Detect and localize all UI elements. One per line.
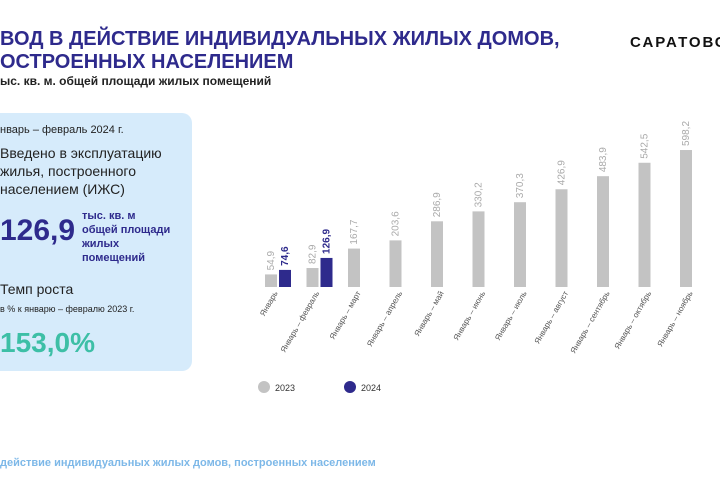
total-unit: общей площади: [82, 224, 170, 236]
bar: [514, 202, 526, 287]
subtitle: ыс. кв. м. общей площади жилых помещений: [0, 74, 271, 88]
x-tick-label: Январь – июнь: [452, 290, 487, 342]
legend-marker: [344, 381, 356, 393]
bar: [638, 162, 651, 287]
x-tick-label: Январь – август: [533, 289, 571, 345]
value-label: 167,7: [349, 219, 360, 244]
intro: населением (ИЖС): [0, 181, 125, 197]
value-label: 203,6: [391, 211, 402, 236]
title-line: ОСТРОЕННЫХ НАСЕЛЕНИЕМ: [0, 51, 293, 73]
bar: [389, 240, 402, 287]
value-label: 286,9: [432, 192, 443, 217]
bar: [348, 248, 360, 287]
growth-note: в % к январю – февралю 2023 г.: [0, 304, 134, 314]
x-tick-label: Январь – май: [413, 290, 446, 338]
bar: [597, 176, 609, 287]
value-label: 483,9: [598, 147, 609, 172]
total-unit: жилых: [81, 238, 120, 250]
legend-marker: [258, 381, 270, 393]
bar: [555, 189, 568, 287]
x-tick-label: Январь – ноябрь: [656, 290, 695, 349]
title-line: ВОД В ДЕЙСТВИЕ ИНДИВИДУАЛЬНЫХ ЖИЛЫХ ДОМО…: [0, 26, 560, 50]
bar: [431, 221, 443, 287]
intro: жилья, построенного: [0, 163, 136, 179]
info-panel: [0, 113, 192, 371]
footer: действие индивидуальных жилых домов, пос…: [0, 457, 376, 469]
value-label: 82,9: [308, 244, 319, 264]
x-tick-label: Январь – октябрь: [613, 290, 654, 351]
bar: [320, 257, 333, 287]
value-label: 330,2: [474, 182, 485, 207]
value-label: 126,9: [322, 228, 333, 253]
x-tick-label: Январь – июль: [493, 290, 529, 343]
intro: Введено в эксплуатацию: [0, 145, 162, 161]
total-unit: тыс. кв. м: [82, 210, 136, 222]
x-tick-label: Январь – апрель: [365, 290, 404, 349]
bar: [265, 274, 277, 287]
value-label: 542,5: [640, 133, 651, 158]
period: нварь – февраль 2024 г.: [0, 124, 124, 136]
total: 126,9: [0, 214, 75, 247]
growth-title: Темп роста: [0, 281, 73, 297]
growth: 153,0%: [0, 327, 95, 358]
x-tick-label: Январь – март: [328, 289, 363, 341]
bar: [472, 211, 485, 287]
logo: САРАТОВС: [630, 34, 720, 51]
value-label: 598,2: [681, 121, 692, 146]
total-unit: помещений: [82, 252, 145, 264]
x-tick-label: Январь: [258, 290, 280, 318]
x-tick-label: Январь – сентябрь: [569, 290, 612, 355]
value-label: 426,9: [557, 160, 568, 185]
value-label: 74,6: [280, 246, 291, 266]
value-label: 370,3: [515, 173, 526, 198]
bar: [680, 150, 692, 287]
bar: [279, 269, 291, 287]
x-tick-label: Январь – февраль: [279, 290, 321, 355]
legend-label: 2024: [361, 383, 381, 393]
value-label: 54,9: [266, 251, 277, 271]
bar: [306, 268, 319, 287]
legend-label: 2023: [275, 383, 295, 393]
